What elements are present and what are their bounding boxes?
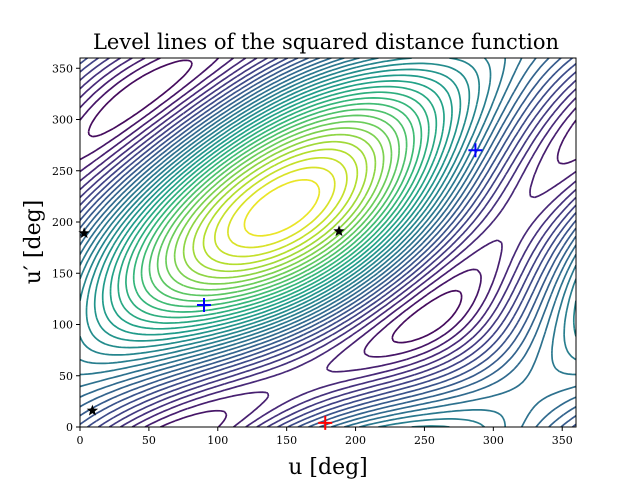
contour-level-line xyxy=(101,74,453,336)
x-tick-label: 350 xyxy=(552,434,573,447)
x-tick-label: 150 xyxy=(276,434,297,447)
contour-level-line xyxy=(156,114,400,297)
blue-plus-marker xyxy=(197,298,211,313)
y-tick-label: 100 xyxy=(52,319,73,332)
x-tick-label: 200 xyxy=(345,434,366,447)
contour-level-line xyxy=(93,68,462,342)
black-star-marker xyxy=(78,227,90,239)
contour-level-line xyxy=(202,148,359,266)
y-tick-label: 0 xyxy=(66,421,73,434)
y-tick-label: 150 xyxy=(52,267,73,280)
y-tick-label: 350 xyxy=(52,62,73,75)
contour-level-line xyxy=(227,166,336,249)
x-axis-label: u [deg] xyxy=(288,455,368,480)
y-axis-label: u′ [deg] xyxy=(21,200,46,285)
contour-level-line xyxy=(243,178,321,237)
contour-level-line xyxy=(85,62,471,349)
contour-level-line xyxy=(140,102,415,308)
contour-level-line xyxy=(132,97,423,313)
contour-level-line xyxy=(117,85,438,324)
x-axis-ticks: 0 50 100 150 200 250 300 350 xyxy=(77,427,573,447)
x-tick-label: 0 xyxy=(77,434,84,447)
contour-level-line xyxy=(148,108,408,302)
contour-level-line xyxy=(173,127,385,285)
contour-level-line xyxy=(182,133,377,279)
x-tick-label: 250 xyxy=(414,434,435,447)
black-star-marker xyxy=(333,225,345,237)
markers xyxy=(78,143,483,430)
black-star-marker xyxy=(86,404,99,416)
contour-level-line xyxy=(80,58,576,427)
blue-plus-marker xyxy=(468,143,483,158)
contour-level-line xyxy=(125,91,430,319)
y-tick-label: 50 xyxy=(59,370,73,383)
plot-frame xyxy=(79,57,577,428)
red-plus-marker xyxy=(318,415,333,430)
contour-level-line xyxy=(80,58,576,427)
y-axis-ticks: 0 50 100 150 200 250 300 350 xyxy=(52,62,80,434)
x-tick-label: 100 xyxy=(207,434,228,447)
chart-title: Level lines of the squared distance func… xyxy=(93,30,559,54)
contour-level-line xyxy=(165,120,393,291)
y-tick-label: 250 xyxy=(52,165,73,178)
contour-lines xyxy=(80,58,576,427)
y-tick-label: 200 xyxy=(52,216,73,229)
contour-level-line xyxy=(192,140,368,273)
x-tick-label: 300 xyxy=(483,434,504,447)
contour-level-line xyxy=(109,80,445,330)
contour-level-line xyxy=(80,58,576,427)
contour-level-line xyxy=(87,59,463,344)
y-tick-label: 300 xyxy=(52,114,73,127)
contour-level-line xyxy=(214,156,348,258)
x-tick-label: 50 xyxy=(142,434,156,447)
